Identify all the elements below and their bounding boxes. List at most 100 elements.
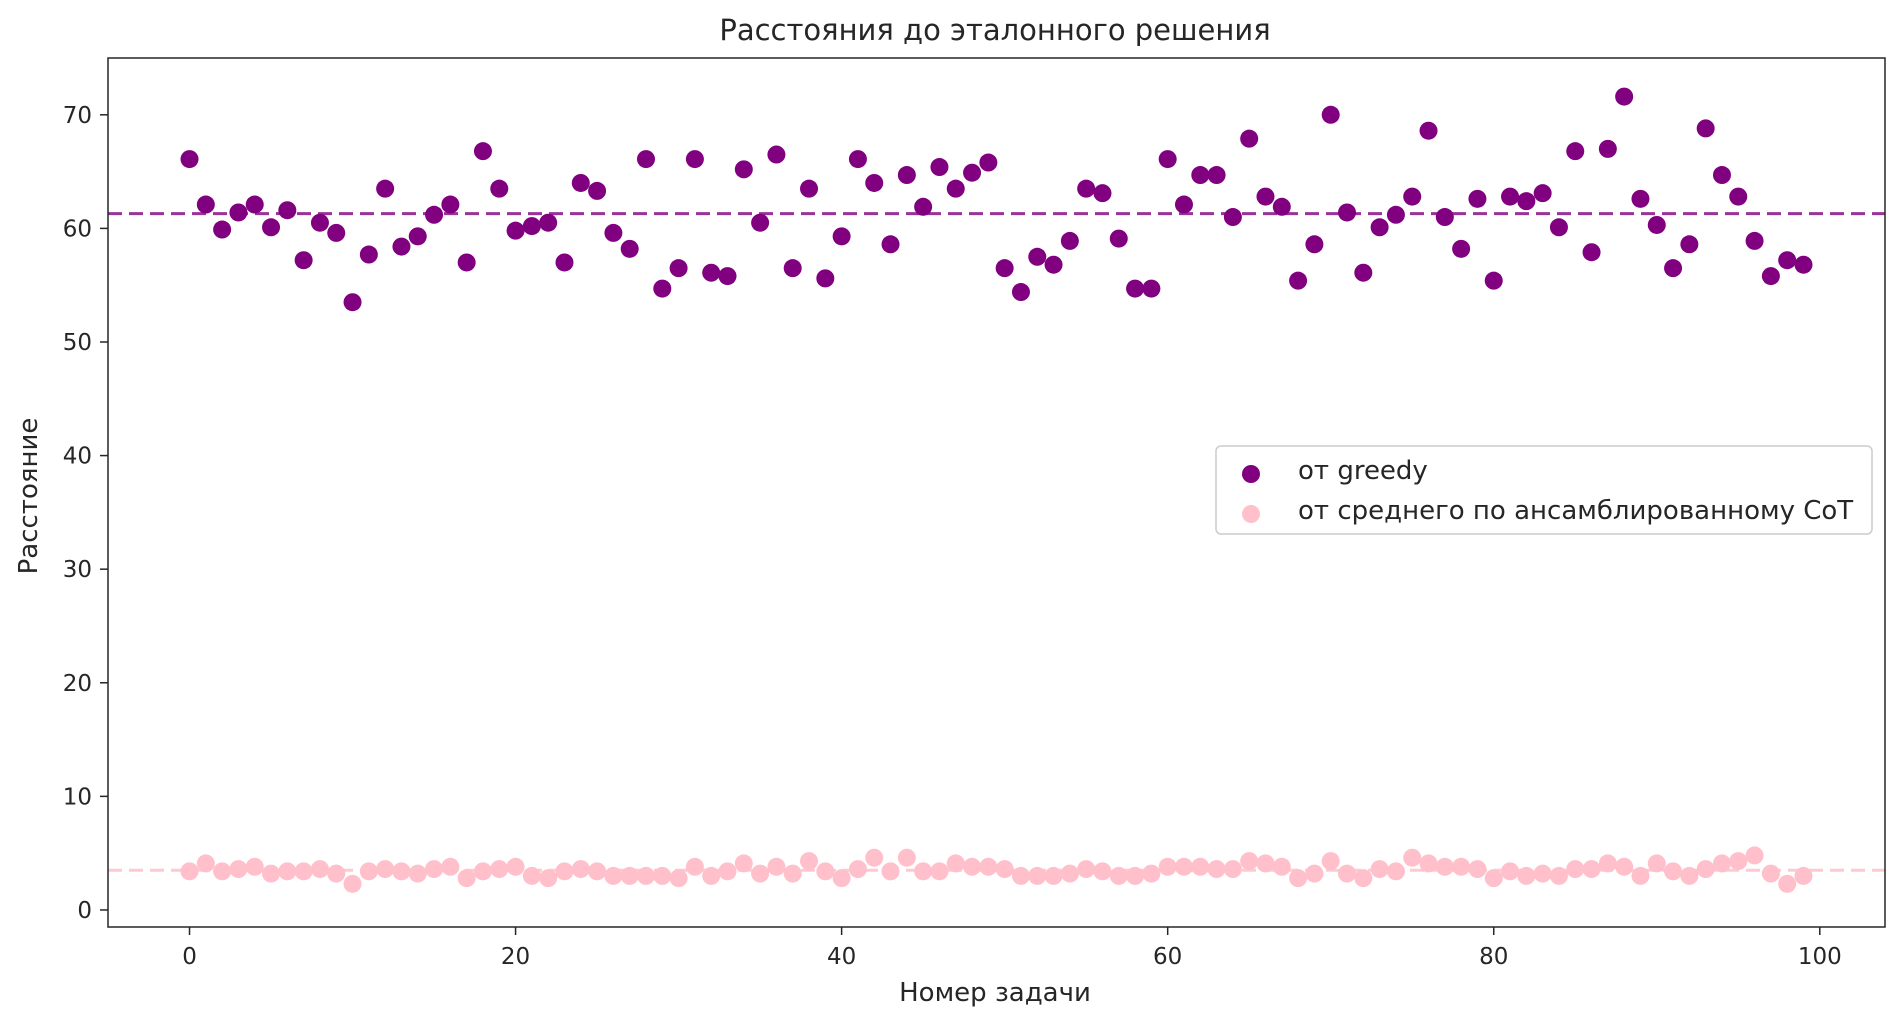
point-series-1-task-4 xyxy=(245,857,264,876)
point-series-1-task-82 xyxy=(1517,866,1536,885)
point-series-1-task-56 xyxy=(1093,862,1112,881)
plot-frame xyxy=(107,57,1886,928)
point-series-1-task-27 xyxy=(620,866,639,885)
y-tick-label: 50 xyxy=(63,330,92,356)
point-series-0-task-33 xyxy=(718,267,737,286)
point-series-1-task-95 xyxy=(1729,852,1748,871)
point-series-0-task-88 xyxy=(1615,87,1634,106)
point-series-0-task-19 xyxy=(490,179,509,198)
point-series-1-task-29 xyxy=(653,866,672,885)
point-series-0-task-42 xyxy=(865,173,884,192)
point-series-0-task-32 xyxy=(702,263,721,282)
point-series-1-task-87 xyxy=(1598,854,1617,873)
point-series-0-task-9 xyxy=(327,223,346,242)
point-series-1-task-97 xyxy=(1761,864,1780,883)
point-series-1-task-69 xyxy=(1305,864,1324,883)
point-series-0-task-99 xyxy=(1794,255,1813,274)
point-series-1-task-99 xyxy=(1794,866,1813,885)
point-series-0-task-35 xyxy=(751,213,770,232)
point-series-0-task-43 xyxy=(881,235,900,254)
legend-label-greedy: от greedy xyxy=(1298,456,1428,486)
point-series-0-task-36 xyxy=(767,145,786,164)
point-series-0-task-18 xyxy=(473,142,492,161)
point-series-0-task-95 xyxy=(1729,187,1748,206)
point-series-1-task-60 xyxy=(1158,857,1177,876)
point-series-1-task-39 xyxy=(816,862,835,881)
point-series-1-task-61 xyxy=(1174,857,1193,876)
point-series-0-task-13 xyxy=(392,237,411,256)
point-series-1-task-26 xyxy=(604,866,623,885)
point-series-1-task-2 xyxy=(213,862,232,881)
point-series-0-task-85 xyxy=(1566,142,1585,161)
point-series-1-task-85 xyxy=(1566,860,1585,879)
point-series-0-task-16 xyxy=(441,195,460,214)
point-series-1-task-68 xyxy=(1289,869,1308,888)
point-series-0-task-78 xyxy=(1452,239,1471,258)
point-series-0-task-96 xyxy=(1745,231,1764,250)
point-series-0-task-6 xyxy=(278,201,297,220)
point-series-1-task-16 xyxy=(441,857,460,876)
point-series-0-task-12 xyxy=(376,179,395,198)
point-series-0-task-61 xyxy=(1174,195,1193,214)
point-series-0-task-64 xyxy=(1223,208,1242,227)
x-tick-label: 20 xyxy=(501,944,530,970)
point-series-0-task-44 xyxy=(897,166,916,185)
point-series-0-task-56 xyxy=(1093,184,1112,203)
point-series-0-task-71 xyxy=(1338,203,1357,222)
point-series-1-task-59 xyxy=(1142,864,1161,883)
point-series-0-task-52 xyxy=(1028,247,1047,266)
point-series-1-task-90 xyxy=(1647,854,1666,873)
legend-marker-ensemble-cot xyxy=(1242,505,1260,523)
point-series-0-task-53 xyxy=(1044,255,1063,274)
point-series-0-task-0 xyxy=(180,150,199,169)
point-series-1-task-44 xyxy=(897,848,916,867)
point-series-0-task-45 xyxy=(914,197,933,216)
point-series-1-task-86 xyxy=(1582,860,1601,879)
point-series-1-task-10 xyxy=(343,874,362,893)
point-series-1-task-6 xyxy=(278,862,297,881)
point-series-0-task-23 xyxy=(555,253,574,272)
point-series-1-task-66 xyxy=(1256,854,1275,873)
point-series-1-task-13 xyxy=(392,862,411,881)
legend-marker-greedy xyxy=(1242,465,1260,483)
point-series-0-task-29 xyxy=(653,279,672,298)
point-series-1-task-49 xyxy=(979,857,998,876)
chart-title: Расстояния до эталонного решения xyxy=(719,13,1270,47)
point-series-1-task-3 xyxy=(229,860,248,879)
point-series-1-task-93 xyxy=(1696,860,1715,879)
point-series-0-task-50 xyxy=(995,259,1014,278)
point-series-1-task-40 xyxy=(832,869,851,888)
point-series-0-task-26 xyxy=(604,223,623,242)
x-tick-label: 40 xyxy=(827,944,856,970)
point-series-1-task-51 xyxy=(1011,866,1030,885)
point-series-0-task-68 xyxy=(1289,271,1308,290)
point-series-0-task-93 xyxy=(1696,119,1715,138)
point-series-1-task-53 xyxy=(1044,866,1063,885)
x-tick-label: 80 xyxy=(1479,944,1508,970)
point-series-1-task-96 xyxy=(1745,846,1764,865)
point-series-0-task-10 xyxy=(343,293,362,312)
legend: от greedy от среднего по ансамблированно… xyxy=(1215,445,1873,535)
point-series-1-task-8 xyxy=(310,860,329,879)
x-tick-label: 0 xyxy=(182,944,197,970)
point-series-0-task-25 xyxy=(588,181,607,200)
point-series-0-task-97 xyxy=(1761,267,1780,286)
point-series-0-task-92 xyxy=(1680,235,1699,254)
x-tick-label: 100 xyxy=(1798,944,1842,970)
point-series-1-task-46 xyxy=(930,862,949,881)
point-series-1-task-47 xyxy=(946,854,965,873)
point-series-1-task-65 xyxy=(1240,852,1259,871)
point-series-1-task-30 xyxy=(669,869,688,888)
point-series-1-task-31 xyxy=(685,857,704,876)
point-series-1-task-54 xyxy=(1060,864,1079,883)
point-series-1-task-79 xyxy=(1468,860,1487,879)
point-series-0-task-1 xyxy=(196,195,215,214)
point-series-1-task-15 xyxy=(425,860,444,879)
point-series-1-task-25 xyxy=(588,862,607,881)
point-series-0-task-37 xyxy=(783,259,802,278)
point-series-1-task-32 xyxy=(702,866,721,885)
point-series-1-task-63 xyxy=(1207,860,1226,879)
point-series-1-task-70 xyxy=(1321,852,1340,871)
y-tick-label: 40 xyxy=(63,444,92,470)
